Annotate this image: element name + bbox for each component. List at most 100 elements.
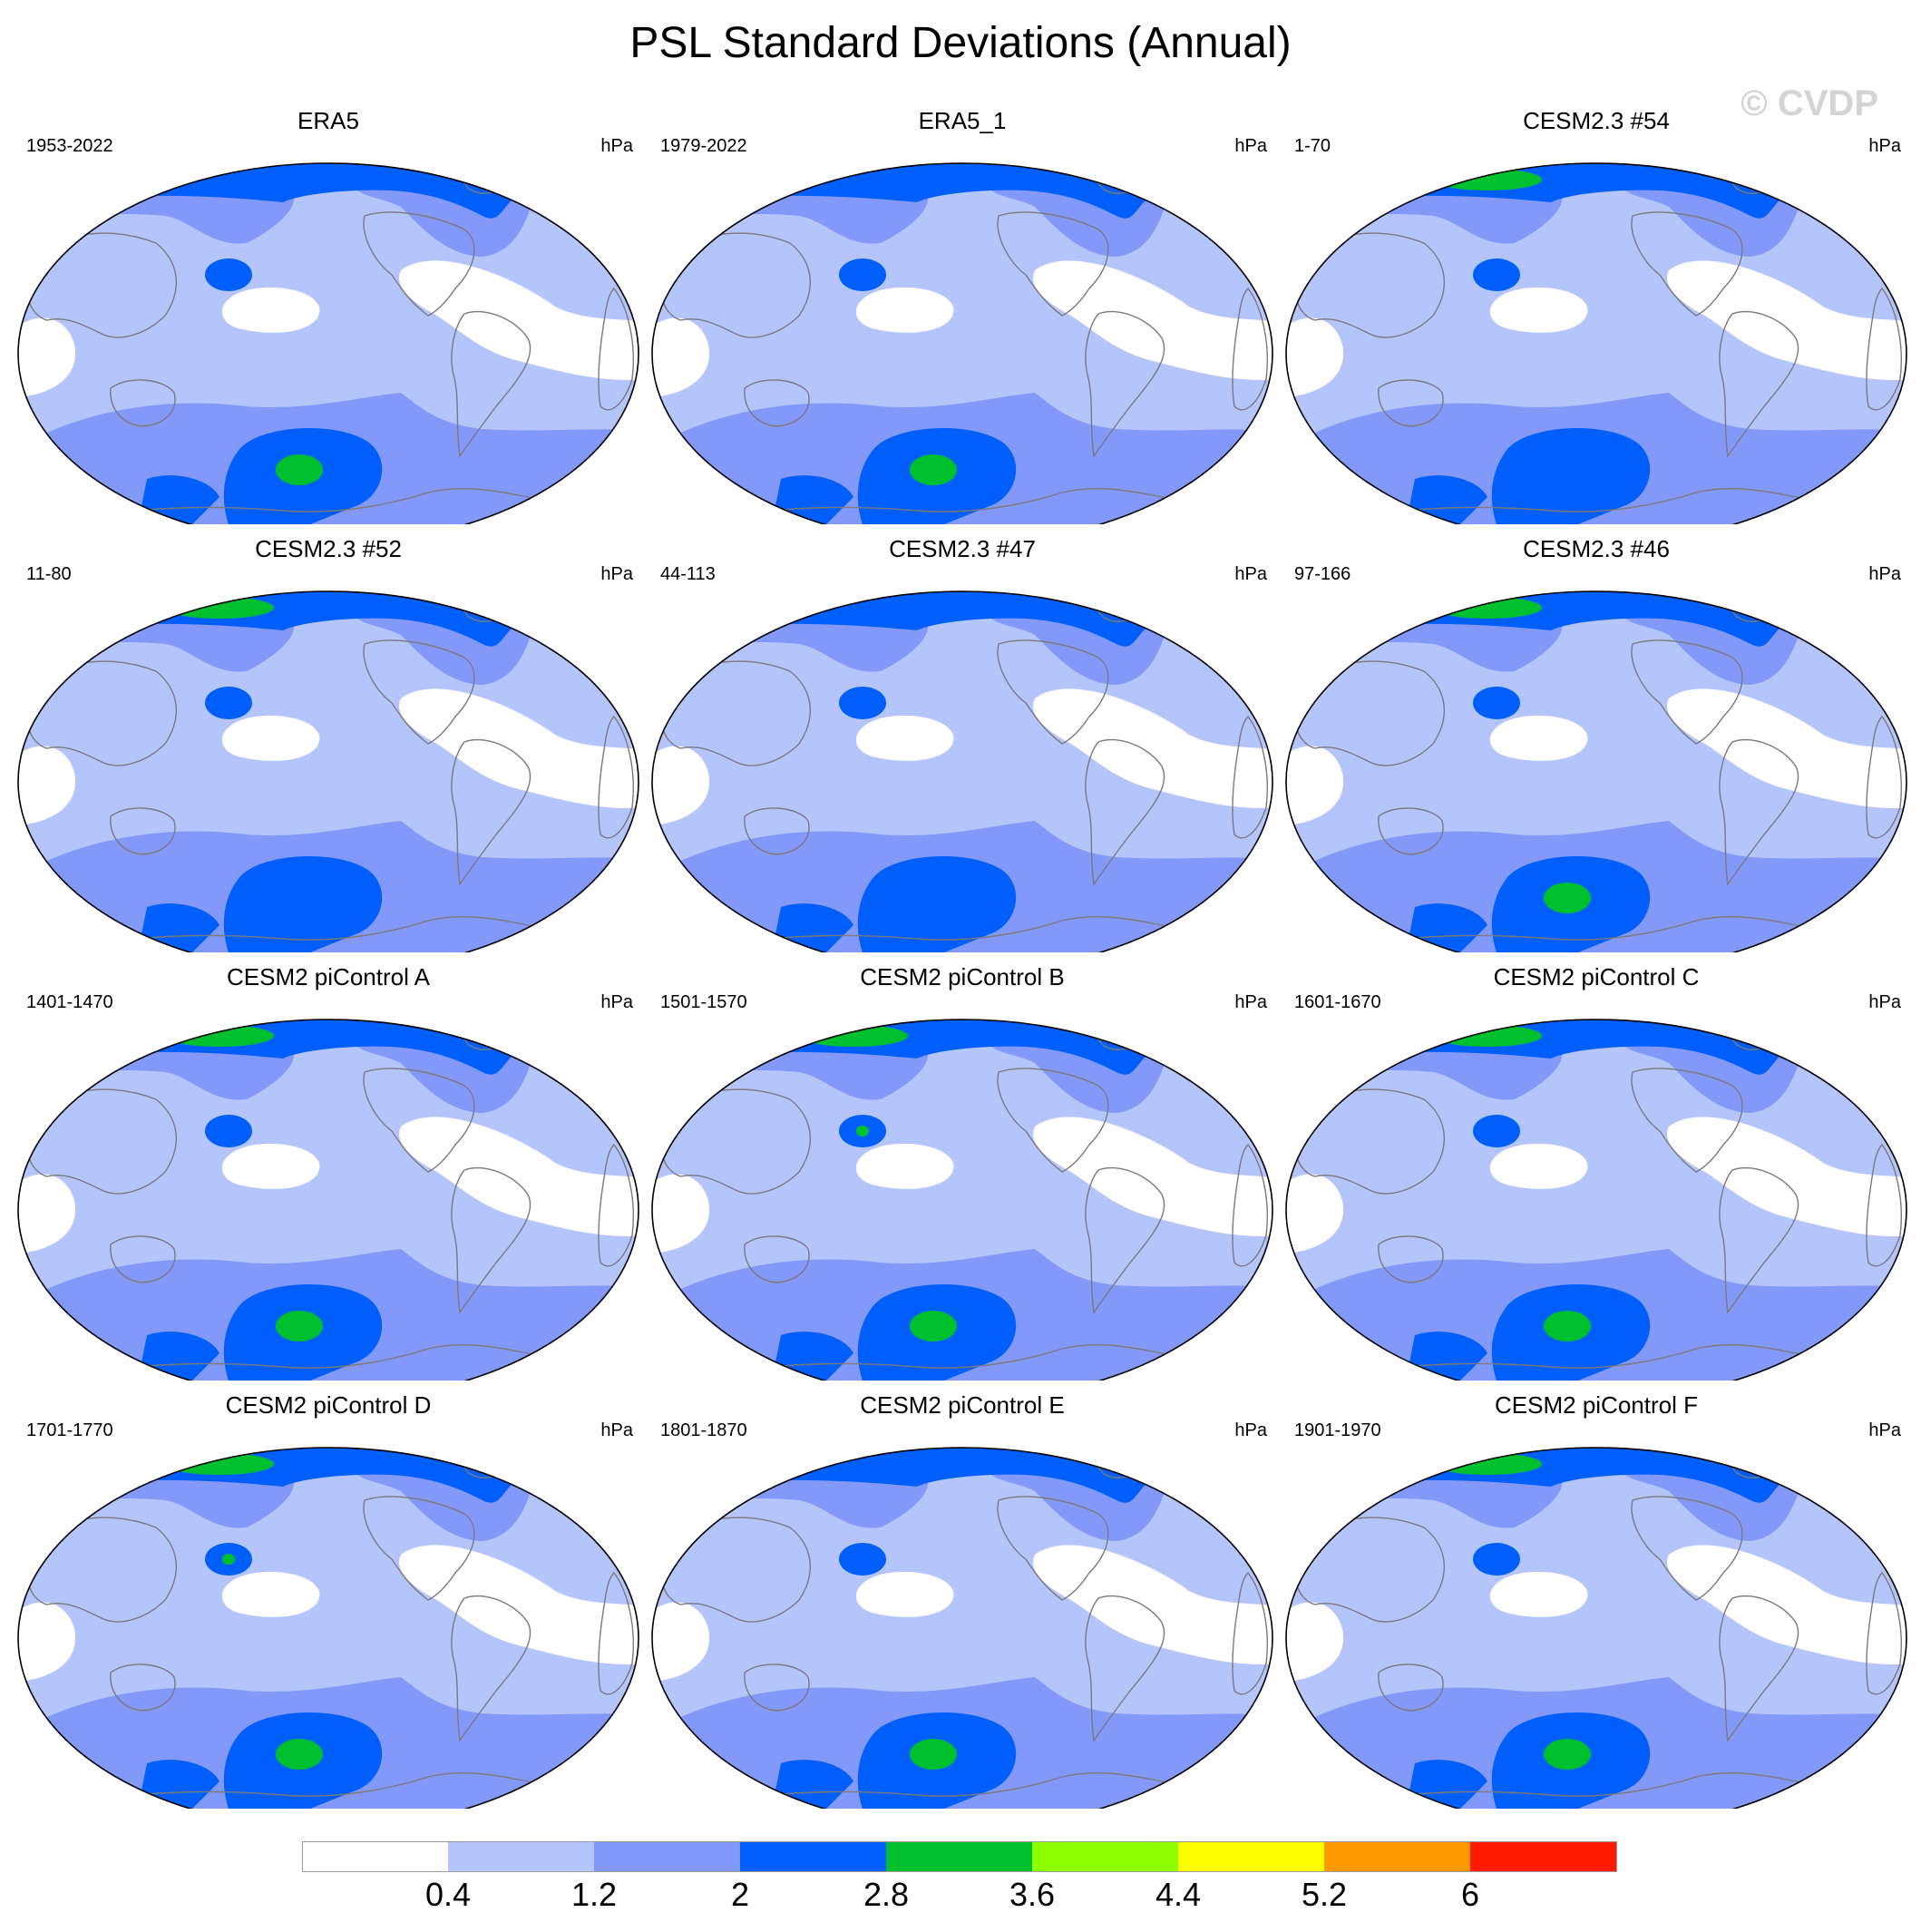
- aleutian-low-core: [205, 687, 252, 719]
- panel-period: 1601-1670: [1294, 992, 1381, 1012]
- map-field: [18, 1020, 639, 1381]
- antarctic-coastal-band: [1406, 1332, 1487, 1381]
- low-variance-area: [652, 1174, 710, 1254]
- panel-period: 1801-1870: [660, 1420, 747, 1440]
- map-panel: ERA5_1 1979-2022 hPa: [645, 107, 1280, 524]
- panel-unit: hPa: [1234, 992, 1267, 1012]
- low-variance-area: [855, 715, 954, 761]
- colorbar-tick-label: 3.6: [1009, 1876, 1056, 1913]
- panel-period: 1401-1470: [26, 992, 113, 1012]
- sh-core-3p6: [276, 454, 323, 485]
- aleutian-low-core: [1473, 259, 1520, 291]
- antarctic-coastal-band: [138, 475, 219, 524]
- panel-title: CESM2 piControl A: [227, 963, 430, 990]
- low-variance-area: [652, 317, 710, 397]
- arctic-high-variance: [18, 1448, 639, 1503]
- aleutian-low-core: [839, 259, 886, 291]
- figure-title: PSL Standard Deviations (Annual): [629, 19, 1292, 67]
- low-variance-area: [221, 715, 320, 761]
- panel-period: 44-113: [660, 564, 716, 584]
- aleutian-low-core: [205, 1115, 252, 1147]
- low-variance-area: [855, 1571, 954, 1617]
- colorbar-segment: [302, 1841, 448, 1872]
- antarctic-coastal-band: [1406, 1760, 1487, 1809]
- map-field: [18, 591, 639, 952]
- panel-period: 97-166: [1294, 564, 1351, 584]
- map-svg: [1285, 1447, 1907, 1809]
- panel-period: 11-80: [26, 564, 72, 584]
- colorbar-tick-label: 5.2: [1301, 1876, 1348, 1913]
- panel-title: CESM2 piControl C: [1493, 963, 1700, 990]
- map-panel: CESM2 piControl D 1701-1770 hPa: [11, 1391, 646, 1809]
- panel-title: CESM2.3 #54: [1523, 107, 1670, 134]
- low-variance-area: [1489, 715, 1588, 761]
- low-variance-area: [221, 1143, 320, 1189]
- panel-unit: hPa: [1234, 1420, 1267, 1440]
- sh-core-3p6: [276, 1311, 323, 1342]
- panel-unit: hPa: [600, 564, 633, 584]
- aleutian-low-core: [205, 259, 252, 291]
- colorbar-segment: [1470, 1841, 1616, 1872]
- low-variance-area: [18, 1174, 76, 1254]
- coastlines: [1292, 1448, 1906, 1805]
- map-svg: [1285, 590, 1907, 952]
- colorbar: [302, 1841, 1617, 1872]
- low-variance-area: [221, 1571, 320, 1617]
- low-variance-area: [855, 287, 954, 333]
- antarctic-coastal-band: [772, 1760, 853, 1809]
- arctic-core-3p6: [165, 1025, 274, 1047]
- aleutian-low-core: [1473, 1543, 1520, 1576]
- panel-title: ERA5: [297, 107, 359, 134]
- arctic-core-3p6: [1433, 1453, 1542, 1475]
- low-variance-area: [1286, 317, 1344, 397]
- arctic-core-3p6: [1433, 597, 1542, 619]
- map-field: [1286, 163, 1906, 524]
- aleutian-low-core: [1473, 1115, 1520, 1147]
- map-field: [18, 163, 639, 524]
- arctic-high-variance: [1286, 163, 1906, 219]
- map-field: [652, 1448, 1273, 1809]
- aleutian-core-3p6: [222, 1554, 235, 1565]
- map-svg: [17, 162, 639, 524]
- low-variance-area: [1286, 1174, 1344, 1254]
- low-variance-area: [1489, 287, 1588, 333]
- antarctic-coastal-band: [772, 1332, 853, 1381]
- antarctic-coastal-band: [1406, 903, 1487, 952]
- low-variance-area: [399, 1117, 639, 1236]
- map-panel: CESM2 piControl F 1901-1970 hPa: [1279, 1391, 1914, 1809]
- aleutian-low-core: [839, 1543, 886, 1576]
- arctic-high-variance: [1286, 1448, 1906, 1503]
- low-variance-area: [1033, 260, 1273, 380]
- map-panel: CESM2.3 #54 1-70 hPa: [1279, 107, 1914, 524]
- amundsen-sea-low: [223, 855, 383, 952]
- low-variance-area: [1033, 1545, 1273, 1664]
- low-variance-area: [221, 287, 320, 333]
- map-svg: [651, 1447, 1273, 1809]
- low-variance-area: [1667, 1117, 1906, 1236]
- colorbar-tick-label: 4.4: [1155, 1876, 1202, 1913]
- map-svg: [651, 1019, 1273, 1381]
- antarctic-coastal-band: [138, 1332, 219, 1381]
- panel-unit: hPa: [1868, 136, 1901, 156]
- colorbar-tick-label: 0.4: [424, 1876, 472, 1913]
- panel-unit: hPa: [1868, 992, 1901, 1012]
- aleutian-low-core: [1473, 687, 1520, 719]
- aleutian-low-core: [839, 687, 886, 719]
- map-field: [1286, 1020, 1906, 1381]
- sh-core-3p6: [1544, 1739, 1591, 1770]
- amundsen-sea-low: [1491, 427, 1651, 524]
- panel-title: CESM2.3 #52: [255, 535, 402, 562]
- low-variance-area: [1667, 688, 1906, 808]
- panel-title: CESM2 piControl F: [1495, 1391, 1698, 1419]
- low-variance-area: [1489, 1143, 1588, 1189]
- colorbar-tick-label: 6: [1460, 1876, 1480, 1913]
- antarctic-coastal-band: [1406, 475, 1487, 524]
- map-svg: [1285, 1019, 1907, 1381]
- panel-title: CESM2 piControl E: [860, 1391, 1065, 1419]
- sh-core-3p6: [1544, 883, 1591, 913]
- arctic-high-variance: [1286, 591, 1906, 647]
- panel-unit: hPa: [600, 136, 633, 156]
- panel-period: 1901-1970: [1294, 1420, 1381, 1440]
- antarctic-coastal-band: [772, 475, 853, 524]
- low-variance-area: [1286, 1602, 1344, 1682]
